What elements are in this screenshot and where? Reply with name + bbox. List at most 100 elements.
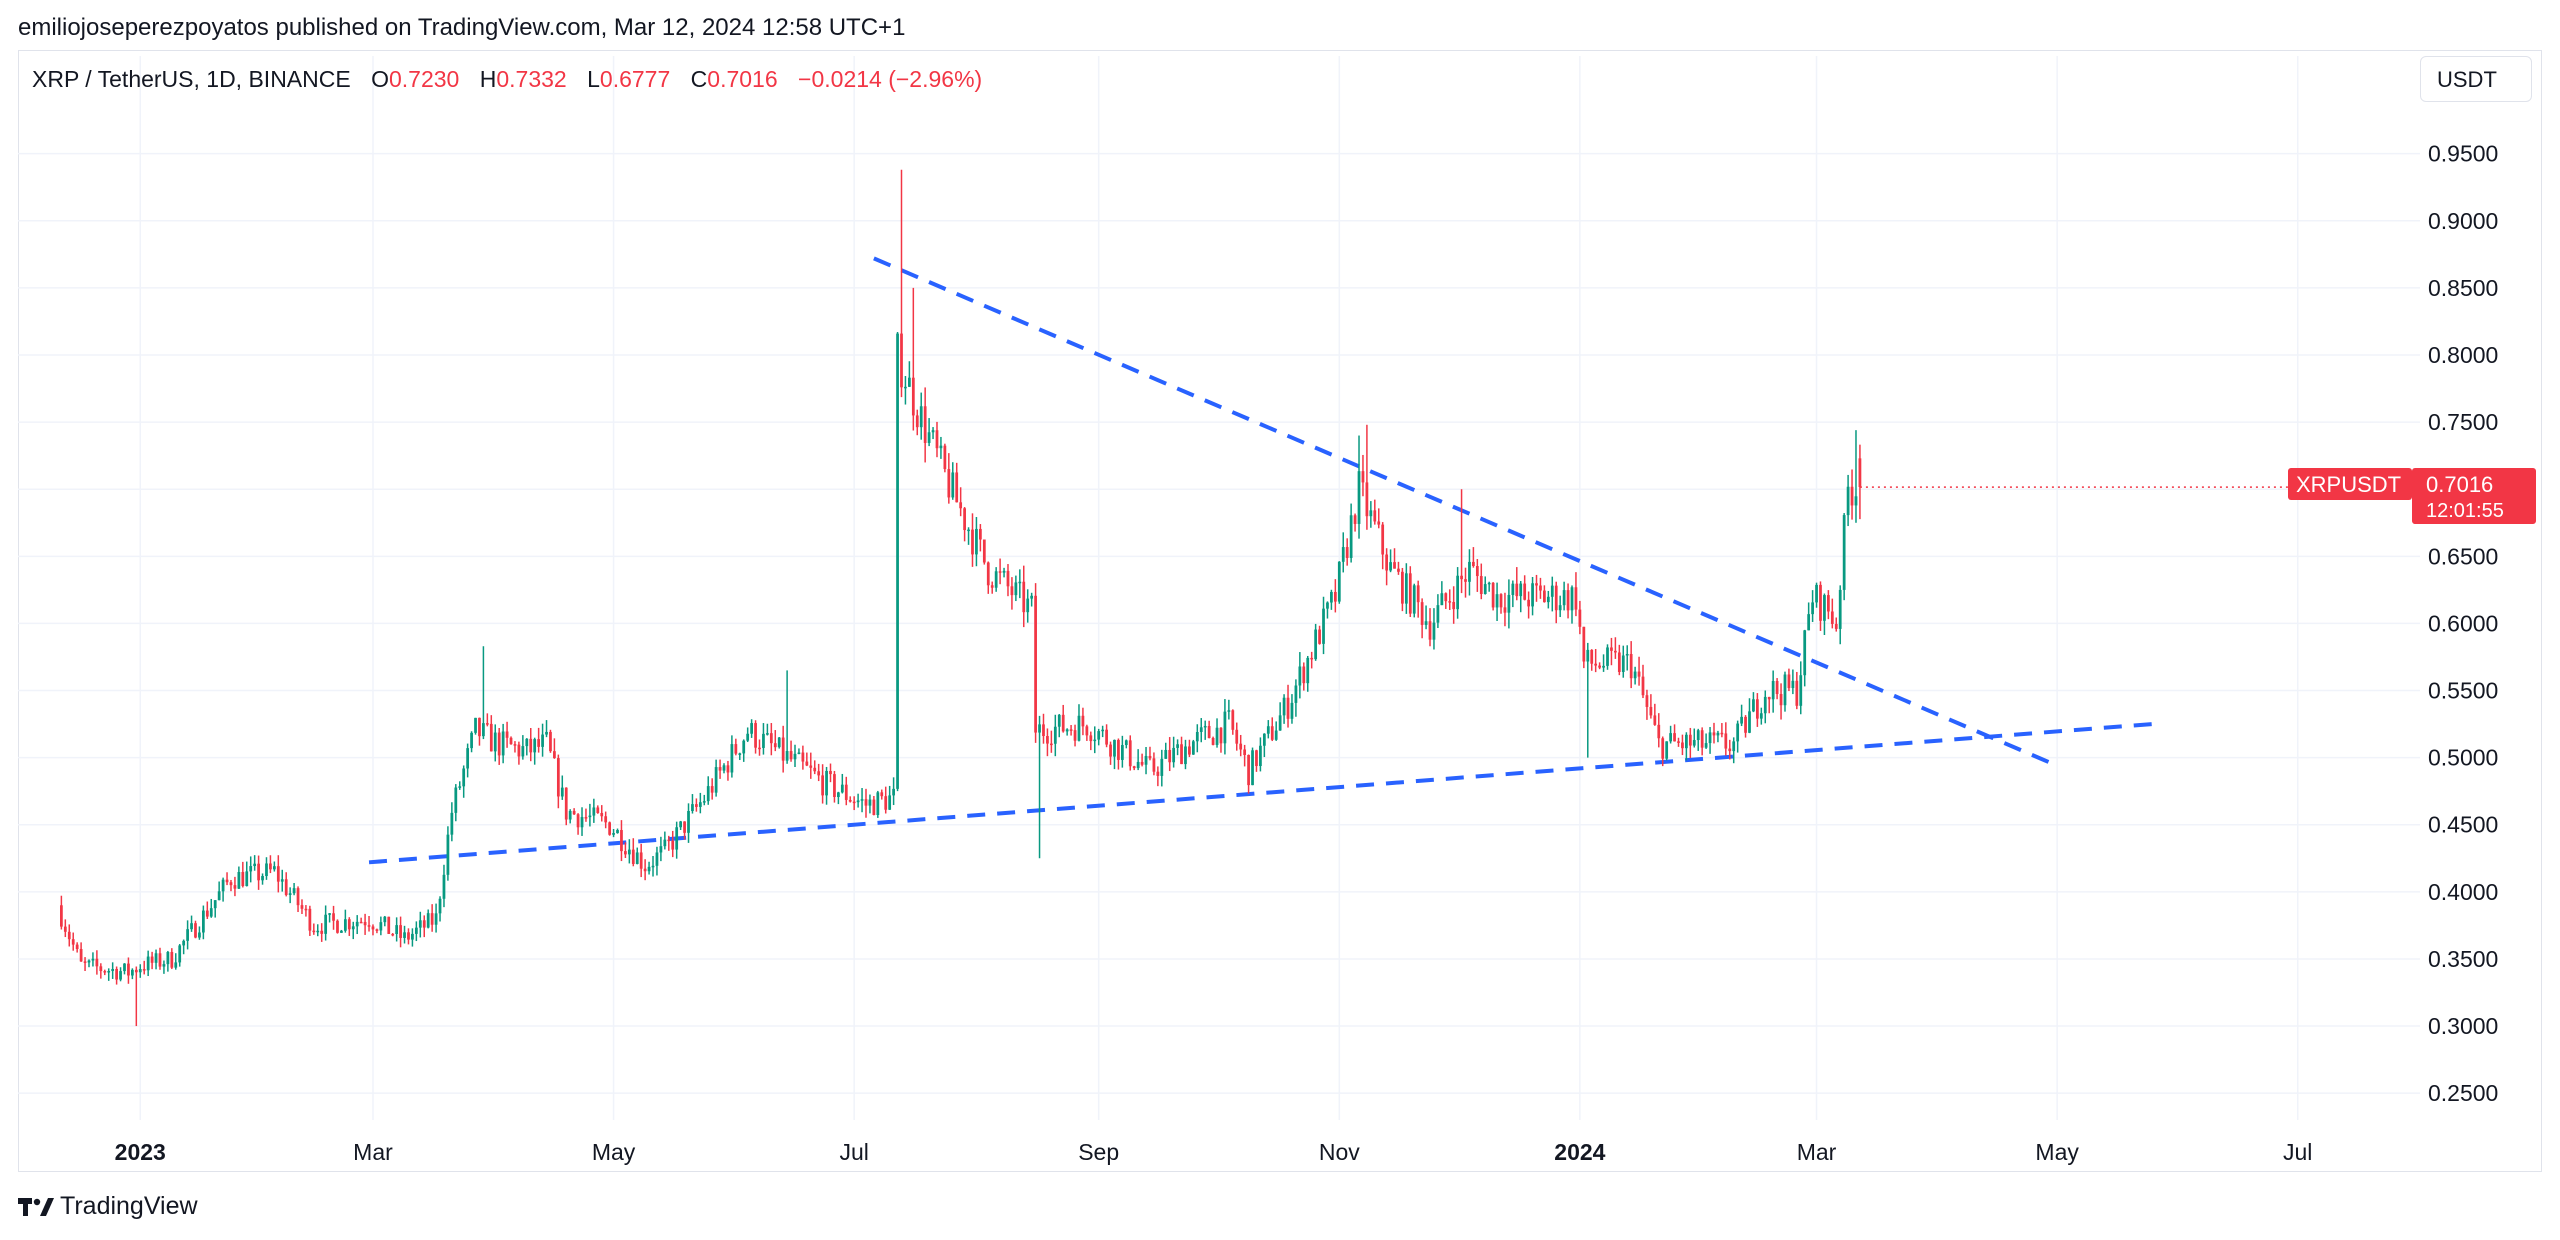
- candle-body: [1180, 744, 1183, 765]
- candle-body: [75, 944, 79, 949]
- candle-body: [777, 737, 781, 748]
- candle-body: [103, 971, 107, 973]
- candle-body: [131, 969, 134, 976]
- candle-body: [1759, 713, 1763, 719]
- candle-body: [639, 852, 643, 869]
- candle-body: [1546, 596, 1550, 603]
- candle-body: [63, 926, 67, 932]
- candle-body: [1353, 515, 1357, 524]
- candle-body: [687, 811, 690, 833]
- candle-body: [1381, 524, 1385, 555]
- footer-brand[interactable]: TradingView: [18, 1192, 198, 1221]
- candle-body: [746, 733, 750, 741]
- candle-body: [513, 744, 517, 746]
- candle-body: [414, 927, 418, 934]
- price-tag: XRPUSDT 0.7016 12:01:55: [2288, 468, 2536, 524]
- candle-body: [892, 788, 895, 796]
- candle-body: [107, 971, 111, 973]
- price-tick-label: 0.3000: [2428, 1013, 2498, 1039]
- open-value: 0.7230: [389, 66, 460, 92]
- candle-body: [1531, 583, 1534, 607]
- candle-body: [817, 771, 821, 776]
- candle-body: [1716, 732, 1720, 736]
- candle-body: [927, 432, 931, 443]
- candle-body: [312, 930, 316, 933]
- grid-lines: [18, 56, 2420, 1120]
- candle-body: [1302, 666, 1306, 684]
- candle-body: [1101, 729, 1105, 732]
- candle-body: [1199, 727, 1203, 733]
- candle-body: [1523, 583, 1527, 600]
- candle-body: [556, 758, 560, 797]
- candle-body: [884, 796, 888, 810]
- candle-body: [1842, 515, 1846, 590]
- candle-body: [1779, 694, 1783, 706]
- candle-body: [1203, 725, 1207, 728]
- trendline-descending-resistance[interactable]: [873, 256, 2058, 768]
- symbol-label[interactable]: XRP / TetherUS, 1D, BINANCE: [32, 66, 351, 92]
- candle-body: [982, 539, 986, 563]
- candle-body: [1685, 734, 1688, 749]
- candle-body: [825, 770, 828, 796]
- candle-body: [915, 415, 919, 428]
- candle-body: [1385, 554, 1389, 571]
- candle-body: [813, 767, 817, 772]
- candle-body: [1740, 716, 1743, 724]
- candle-body: [896, 333, 899, 789]
- currency-button[interactable]: USDT: [2420, 56, 2532, 102]
- candle-body: [596, 807, 600, 813]
- chart-frame: [18, 50, 2542, 1172]
- candle-body: [1294, 685, 1298, 703]
- candle-body: [1807, 614, 1811, 631]
- candle-body: [1657, 724, 1661, 739]
- candle-body: [296, 888, 300, 906]
- time-tick-label: May: [592, 1139, 636, 1165]
- candle-body: [1282, 697, 1286, 716]
- price-tick-label: 0.8500: [2428, 275, 2498, 301]
- candle-body: [1452, 601, 1456, 610]
- candle-body: [1077, 715, 1081, 741]
- candle-body: [986, 562, 990, 586]
- candle-body: [91, 958, 95, 961]
- candle-body: [667, 839, 671, 842]
- candle-body: [1692, 740, 1696, 746]
- time-tick-label: Sep: [1078, 1139, 1119, 1165]
- candle-body: [134, 969, 138, 973]
- candle-body: [403, 932, 406, 938]
- candle-body: [1795, 680, 1799, 706]
- candle-body: [1164, 749, 1168, 759]
- candle-body: [521, 746, 525, 757]
- candle-body: [1550, 585, 1554, 597]
- close-value: 0.7016: [707, 66, 778, 92]
- candle-body: [809, 765, 813, 768]
- candle-body: [1247, 755, 1250, 786]
- candle-body: [1641, 676, 1645, 696]
- candle-body: [1515, 583, 1519, 597]
- candle-body: [450, 812, 454, 835]
- high-label: H: [479, 66, 497, 92]
- candle-body: [1819, 584, 1822, 621]
- candle-body: [1846, 486, 1850, 516]
- candle-body: [900, 333, 903, 388]
- candle-body: [217, 891, 221, 901]
- candle-body: [1120, 745, 1124, 760]
- candle-body: [1259, 745, 1262, 767]
- candle-body: [60, 905, 63, 927]
- candle-body: [1637, 671, 1641, 677]
- candle-body: [975, 528, 978, 555]
- candle-body: [584, 817, 588, 819]
- candle-body: [249, 866, 253, 872]
- candle-body: [564, 787, 568, 820]
- candle-body: [1748, 711, 1751, 733]
- candle-body: [1278, 715, 1282, 731]
- candle-body: [343, 919, 347, 931]
- candle-body: [1262, 733, 1266, 746]
- candle-body: [1290, 702, 1294, 719]
- candle-body: [1444, 593, 1448, 602]
- candle-body: [1073, 730, 1077, 741]
- candle-body: [549, 731, 552, 752]
- candle-body: [138, 969, 142, 973]
- candle-body: [154, 953, 158, 963]
- candle-body: [1826, 595, 1830, 612]
